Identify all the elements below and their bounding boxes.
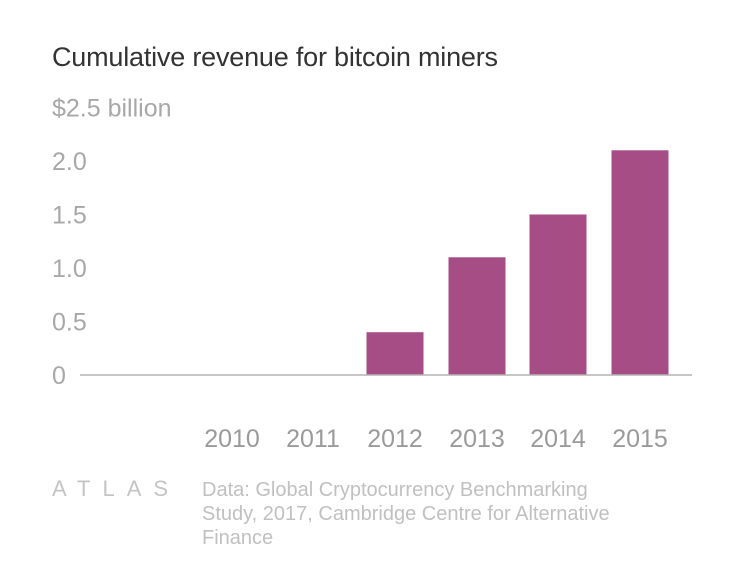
atlas-logo: ATLAS: [52, 476, 181, 501]
x-tick-label: 2013: [449, 425, 505, 453]
bar-2013: [448, 257, 506, 375]
y-tick-label: 2.0: [52, 148, 87, 176]
y-axis-ticks: $2.5 billion 2.0 1.5 1.0 0.5 0: [52, 95, 172, 391]
x-tick-label: 2015: [612, 425, 668, 453]
x-tick-label: 2010: [204, 425, 260, 453]
x-tick-label: 2011: [286, 425, 340, 453]
bar-2012: [366, 332, 424, 375]
bar-2015: [611, 150, 669, 375]
y-tick-label: 0: [52, 362, 66, 390]
y-tick-label: 0.5: [52, 309, 87, 337]
y-tick-label: $2.5 billion: [52, 95, 172, 123]
x-tick-label: 2014: [530, 425, 586, 453]
x-tick-label: 2012: [367, 425, 423, 453]
y-tick-label: 1.0: [52, 255, 87, 283]
y-tick-label: 1.5: [52, 202, 87, 230]
x-axis-labels: 2010 2011 2012 2013 2014 2015: [204, 425, 668, 453]
bar-2014: [529, 214, 587, 375]
bars: [366, 150, 669, 375]
data-source-note: Data: Global Cryptocurrency Benchmarking…: [202, 479, 610, 549]
chart-title: Cumulative revenue for bitcoin miners: [52, 42, 498, 72]
